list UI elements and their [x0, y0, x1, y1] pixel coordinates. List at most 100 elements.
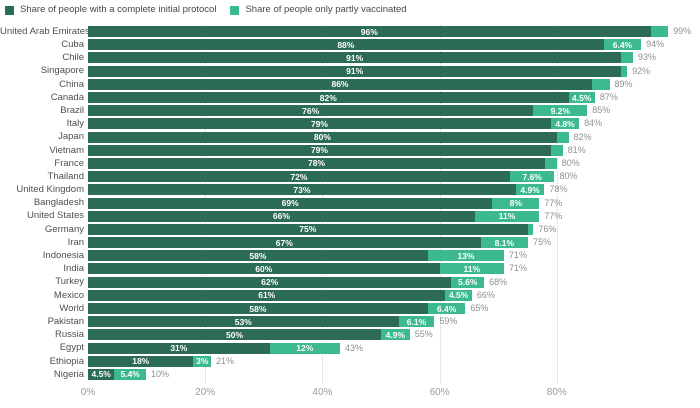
bar-segment-complete[interactable]: 91%: [88, 52, 622, 64]
bar-segment-complete[interactable]: 80%: [88, 131, 557, 143]
bar-segment-partial[interactable]: 12%: [269, 342, 340, 354]
bar-total-label: 99%: [673, 26, 692, 37]
bar-total-label: 82%: [573, 131, 592, 142]
bar-segment-complete[interactable]: 61%: [88, 289, 446, 301]
country-label: Thailand: [47, 170, 84, 182]
chart-row: Vietnam 79% 81%: [0, 144, 700, 157]
bar-segment-partial[interactable]: [527, 223, 534, 235]
bar-segment-partial[interactable]: 11%: [439, 263, 505, 275]
bar-segment-partial[interactable]: 7.6%: [509, 171, 555, 183]
bar-segment-partial[interactable]: 6.4%: [603, 39, 642, 51]
bar-segment-complete[interactable]: 53%: [88, 316, 399, 328]
chart-row: Brazil 76% 9.2% 85%: [0, 104, 700, 117]
bar-value-label: 69%: [281, 197, 299, 208]
bar-area: 50% 4.9% 55%: [88, 329, 433, 341]
bar-total-label: 43%: [344, 342, 363, 353]
bar-segment-partial[interactable]: 6.1%: [398, 316, 435, 328]
bar-value-label: 7.6%: [522, 171, 542, 182]
chart-row: Bangladesh 69% 8% 77%: [0, 196, 700, 209]
bar-value-label: 4.9%: [520, 184, 540, 195]
bar-segment-complete[interactable]: 86%: [88, 78, 592, 90]
country-label: Bangladesh: [33, 197, 84, 209]
bar-segment-complete[interactable]: 31%: [88, 342, 270, 354]
bar-area: 86% 89%: [88, 78, 633, 90]
bar-segment-partial[interactable]: [556, 131, 569, 143]
bar-segment-partial[interactable]: 11%: [474, 210, 540, 222]
bar-segment-complete[interactable]: 60%: [88, 263, 440, 275]
bar-segment-partial[interactable]: 4.8%: [550, 118, 580, 130]
chart-row: China 86% 89%: [0, 78, 700, 91]
bar-total-label: 71%: [509, 250, 528, 261]
bar-segment-partial[interactable]: 9.2%: [533, 105, 588, 117]
bar-value-label: 4.8%: [555, 118, 575, 129]
country-label: Germany: [44, 223, 84, 235]
bar-segment-complete[interactable]: 72%: [88, 171, 510, 183]
bar-segment-complete[interactable]: 91%: [88, 65, 622, 77]
bar-segment-complete[interactable]: 69%: [88, 197, 493, 209]
bar-segment-partial[interactable]: 5.6%: [451, 276, 485, 288]
bar-segment-complete[interactable]: 79%: [88, 118, 551, 130]
bar-segment-complete[interactable]: 75%: [88, 223, 528, 235]
bar-segment-partial[interactable]: 6.4%: [427, 303, 466, 315]
bar-segment-partial[interactable]: 3%: [193, 355, 212, 367]
bar-area: 18% 3% 21%: [88, 355, 234, 367]
legend-item-complete: Share of people with a complete initial …: [5, 5, 216, 15]
bar-segment-partial[interactable]: [545, 157, 557, 169]
bar-segment-partial[interactable]: [550, 144, 563, 156]
bar-segment-complete[interactable]: 58%: [88, 250, 428, 262]
bar-segment-partial[interactable]: 4.9%: [515, 184, 545, 196]
bar-value-label: 82%: [319, 92, 337, 103]
bar-value-label: 61%: [258, 290, 276, 301]
bar-total-label: 59%: [439, 316, 458, 327]
bar-segment-complete[interactable]: 88%: [88, 39, 604, 51]
bar-value-label: 88%: [337, 39, 355, 50]
bar-total-label: 77%: [544, 210, 563, 221]
bar-total-label: 76%: [538, 223, 557, 234]
bar-segment-complete[interactable]: 82%: [88, 92, 569, 104]
country-label: Pakistan: [47, 315, 84, 327]
bar-segment-partial[interactable]: [650, 26, 669, 38]
bar-segment-partial[interactable]: 4.9%: [381, 329, 410, 341]
bar-segment-complete[interactable]: 50%: [88, 329, 381, 341]
bar-segment-complete[interactable]: 96%: [88, 26, 651, 38]
bar-value-label: 86%: [331, 79, 349, 90]
country-label: Iran: [67, 236, 84, 248]
chart-row: Iran 67% 8.1% 75%: [0, 236, 700, 249]
bar-segment-complete[interactable]: 76%: [88, 105, 534, 117]
bar-value-label: 6.4%: [436, 303, 457, 314]
bar-segment-partial[interactable]: 8%: [492, 197, 540, 209]
bar-segment-complete[interactable]: 79%: [88, 144, 551, 156]
plot-area: United Arab Emirates 96% 99% Cuba 88% 6.4% 94%…: [0, 25, 700, 385]
bar-segment-complete[interactable]: 67%: [88, 237, 481, 249]
bar-segment-partial[interactable]: [621, 52, 633, 64]
chart-row: United Kingdom 73% 4.9% 78%: [0, 183, 700, 196]
bar-segment-complete[interactable]: 58%: [88, 303, 428, 315]
bar-segment-complete[interactable]: 66%: [88, 210, 475, 222]
bar-value-label: 60%: [255, 263, 273, 274]
bar-value-label: 18%: [132, 356, 150, 367]
bar-total-label: 80%: [561, 157, 580, 168]
country-label: China: [59, 78, 84, 90]
bar-segment-complete[interactable]: 18%: [88, 355, 194, 367]
bar-segment-partial[interactable]: 4.5%: [568, 92, 595, 104]
bar-segment-partial[interactable]: 8.1%: [480, 237, 529, 249]
bar-value-label: 80%: [313, 131, 331, 142]
bar-segment-partial[interactable]: 5.4%: [114, 368, 146, 380]
bar-total-label: 75%: [533, 237, 552, 248]
bar-value-label: 8.1%: [494, 237, 515, 248]
bar-segment-partial[interactable]: [591, 78, 610, 90]
bar-segment-complete[interactable]: 4.5%: [88, 368, 115, 380]
bar-segment-complete[interactable]: 73%: [88, 184, 516, 196]
legend-swatch-complete-icon: [5, 5, 14, 15]
bar-segment-complete[interactable]: 78%: [88, 157, 546, 169]
country-label: Chile: [62, 52, 84, 64]
bar-segment-complete[interactable]: 62%: [88, 276, 452, 288]
legend: Share of people with a complete initial …: [0, 0, 700, 16]
bar-segment-partial[interactable]: [621, 65, 628, 77]
gridline: [556, 25, 558, 385]
bar-segment-partial[interactable]: 13%: [427, 250, 505, 262]
bar-segment-partial[interactable]: 4.5%: [445, 289, 472, 301]
bar-area: 91% 92%: [88, 65, 650, 77]
bar-value-label: 79%: [310, 118, 328, 129]
bar-area: 62% 5.6% 68%: [88, 276, 507, 288]
